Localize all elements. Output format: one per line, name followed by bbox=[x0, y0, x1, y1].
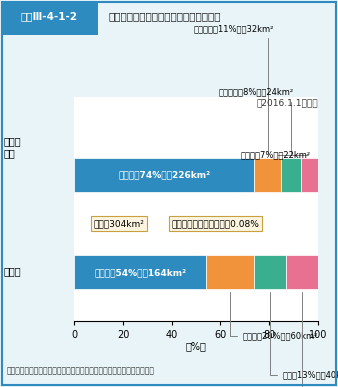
Bar bbox=[74, 158, 255, 192]
Text: 東北地方　8%　約24km²: 東北地方 8% 約24km² bbox=[218, 87, 293, 155]
Text: 地域別
分布: 地域別 分布 bbox=[3, 136, 21, 158]
Bar bbox=[206, 255, 255, 289]
Text: （注）計数は、四捨五入によっているので計と符合しないことがある。: （注）計数は、四捨五入によっているので計と符合しないことがある。 bbox=[7, 366, 155, 375]
X-axis label: （%）: （%） bbox=[186, 342, 207, 352]
Text: その他　13%　約40km²: その他 13% 約40km² bbox=[302, 292, 338, 387]
Text: 演習場　54%　約164km²: 演習場 54% 約164km² bbox=[94, 268, 186, 277]
Text: 計　約304km²: 計 約304km² bbox=[94, 219, 145, 228]
Bar bbox=[301, 158, 318, 192]
Bar bbox=[255, 158, 281, 192]
Text: （2016.1.1現在）: （2016.1.1現在） bbox=[256, 99, 318, 108]
Text: 在日米軍施設・区域（専用施設）の状況: 在日米軍施設・区域（専用施設）の状況 bbox=[108, 12, 221, 22]
Text: 倉庫　13%　約40km²: 倉庫 13% 約40km² bbox=[270, 292, 338, 379]
Bar bbox=[74, 255, 206, 289]
Bar bbox=[255, 255, 286, 289]
Text: 国土面積に占める割合　0.08%: 国土面積に占める割合 0.08% bbox=[172, 219, 260, 228]
Text: 沖縄県　74%　約226km²: 沖縄県 74% 約226km² bbox=[118, 170, 211, 179]
Text: 関東地方　11%　約32km²: 関東地方 11% 約32km² bbox=[194, 24, 274, 155]
Bar bbox=[281, 158, 301, 192]
Bar bbox=[286, 255, 318, 289]
Text: その他　7%　約22km²: その他 7% 約22km² bbox=[240, 151, 310, 160]
Text: 図表Ⅲ-4-1-2: 図表Ⅲ-4-1-2 bbox=[21, 12, 77, 22]
Text: 飛行場　20%　約60km²: 飛行場 20% 約60km² bbox=[230, 292, 318, 340]
Text: 用途別: 用途別 bbox=[3, 266, 21, 276]
Bar bbox=[3, 2, 98, 35]
